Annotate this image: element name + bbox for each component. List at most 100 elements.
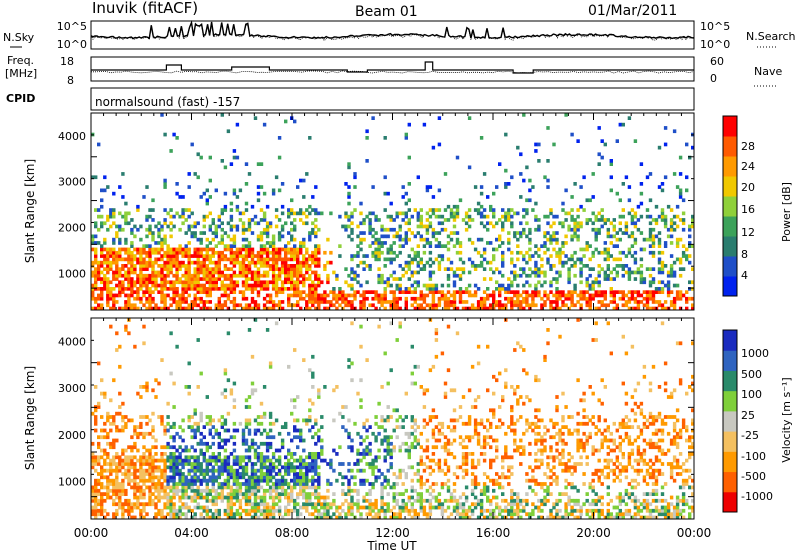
heatmap-cell	[432, 271, 435, 275]
heatmap-cell	[130, 277, 133, 281]
heatmap-cell	[263, 442, 266, 446]
heatmap-cell	[94, 512, 97, 516]
heatmap-cell	[163, 284, 166, 288]
heatmap-cell	[628, 271, 631, 275]
heatmap-cell	[655, 221, 658, 225]
heatmap-cell	[356, 264, 359, 268]
heatmap-cell	[374, 415, 377, 419]
heatmap-cell	[100, 378, 103, 382]
heatmap-cell	[206, 449, 209, 453]
heatmap-cell	[172, 512, 175, 516]
heatmap-cell	[356, 235, 359, 239]
heatmap-cell	[160, 287, 163, 291]
heatmap-cell	[278, 492, 281, 496]
heatmap-cell	[459, 287, 462, 291]
heatmap-cell	[160, 238, 163, 242]
heatmap-cell	[197, 175, 200, 179]
heatmap-cell	[646, 215, 649, 219]
heatmap-cell	[121, 290, 124, 294]
heatmap-cell	[100, 294, 103, 298]
heatmap-cell	[233, 258, 236, 262]
heatmap-cell	[194, 429, 197, 433]
heatmap-cell	[266, 287, 269, 291]
heatmap-cell	[272, 277, 275, 281]
heatmap-cell	[163, 241, 166, 245]
heatmap-cell	[429, 290, 432, 294]
heatmap-cell	[335, 479, 338, 483]
heatmap-cell	[377, 425, 380, 429]
heatmap-cell	[145, 267, 148, 271]
heatmap-cell	[94, 479, 97, 483]
heatmap-cell	[450, 231, 453, 235]
heatmap-cell	[136, 502, 139, 506]
heatmap-cell	[335, 294, 338, 298]
heatmap-cell	[402, 238, 405, 242]
heatmap-cell	[121, 287, 124, 291]
heatmap-cell	[411, 382, 414, 386]
heatmap-cell	[387, 442, 390, 446]
heatmap-cell	[287, 482, 290, 486]
heatmap-cell	[160, 241, 163, 245]
heatmap-cell	[356, 274, 359, 278]
heatmap-cell	[293, 469, 296, 473]
heatmap-cell	[396, 435, 399, 439]
heatmap-cell	[661, 189, 664, 193]
heatmap-cell	[191, 445, 194, 449]
heatmap-cell	[97, 303, 100, 307]
heatmap-cell	[607, 251, 610, 255]
heatmap-cell	[197, 287, 200, 291]
heatmap-cell	[275, 449, 278, 453]
heatmap-cell	[637, 228, 640, 232]
heatmap-cell	[670, 225, 673, 229]
heatmap-cell	[667, 280, 670, 284]
heatmap-cell	[139, 462, 142, 466]
heatmap-cell	[414, 499, 417, 503]
heatmap-cell	[100, 492, 103, 496]
heatmap-cell	[97, 405, 100, 409]
heatmap-cell	[163, 459, 166, 463]
heatmap-cell	[103, 241, 106, 245]
heatmap-cell	[209, 280, 212, 284]
heatmap-cell	[293, 280, 296, 284]
heatmap-cell	[151, 388, 154, 392]
heatmap-cell	[260, 231, 263, 235]
heatmap-cell	[564, 261, 567, 265]
heatmap-cell	[160, 271, 163, 275]
heatmap-cell	[589, 258, 592, 262]
heatmap-cell	[175, 455, 178, 459]
heatmap-cell	[106, 251, 109, 255]
heatmap-cell	[188, 287, 191, 291]
heatmap-cell	[652, 244, 655, 248]
heatmap-cell	[658, 244, 661, 248]
heatmap-cell	[236, 208, 239, 212]
heatmap-cell	[377, 475, 380, 479]
heatmap-cell	[278, 496, 281, 500]
heatmap-cell	[236, 258, 239, 262]
heatmap-cell	[166, 429, 169, 433]
heatmap-cell	[561, 251, 564, 255]
heatmap-cell	[414, 489, 417, 493]
heatmap-cell	[501, 254, 504, 258]
heatmap-cell	[212, 482, 215, 486]
heatmap-cell	[658, 238, 661, 242]
heatmap-cell	[260, 280, 263, 284]
heatmap-cell	[480, 185, 483, 189]
heatmap-cell	[197, 277, 200, 281]
heatmap-cell	[145, 479, 148, 483]
heatmap-cell	[178, 297, 181, 301]
heatmap-cell	[112, 212, 115, 216]
heatmap-cell	[94, 175, 97, 179]
heatmap-cell	[492, 290, 495, 294]
heatmap-cell	[380, 385, 383, 389]
heatmap-cell	[489, 208, 492, 212]
heatmap-cell	[573, 251, 576, 255]
heatmap-cell	[100, 215, 103, 219]
heatmap-cell	[194, 459, 197, 463]
heatmap-cell	[281, 284, 284, 288]
heatmap-cell	[124, 502, 127, 506]
heatmap-cell	[188, 509, 191, 513]
heatmap-cell	[94, 267, 97, 271]
heatmap-cell	[115, 284, 118, 288]
heatmap-cell	[94, 459, 97, 463]
heatmap-cell	[314, 218, 317, 222]
